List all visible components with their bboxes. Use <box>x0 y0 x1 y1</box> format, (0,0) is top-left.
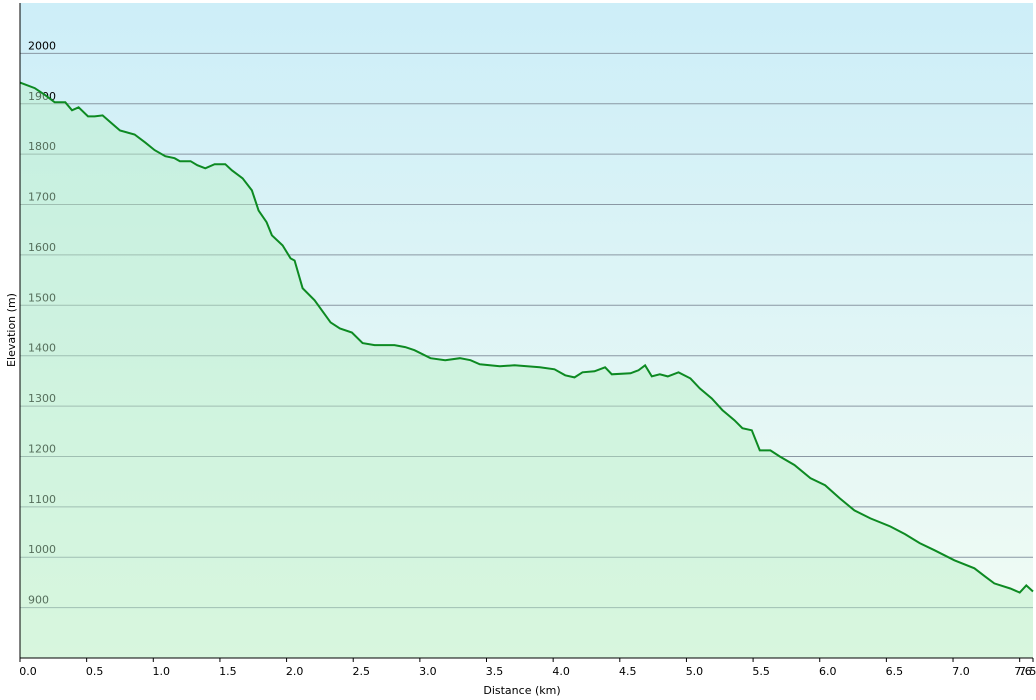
x-tick-label: 0.5 <box>86 665 104 678</box>
y-tick-label: 1900 <box>28 90 56 103</box>
elevation-line <box>19 81 1034 594</box>
x-tick-label: 3.0 <box>419 665 437 678</box>
y-tick-label: 1000 <box>28 543 56 556</box>
y-tick-label: 1300 <box>28 392 56 405</box>
x-tick-label: 2.5 <box>352 665 370 678</box>
x-tick-label: 7.6 <box>1014 665 1032 678</box>
y-tick-label: 1600 <box>28 241 56 254</box>
x-tick-label: 4.0 <box>552 665 570 678</box>
y-axis-label: Elevation (m) <box>5 293 18 367</box>
x-tick-label: 5.5 <box>752 665 770 678</box>
y-tick-label: 1800 <box>28 140 56 153</box>
x-tick-label: 7.5 <box>1019 665 1036 678</box>
x-tick-label: 3.5 <box>486 665 504 678</box>
x-tick-label: 5.0 <box>686 665 704 678</box>
x-tick-label: 4.5 <box>619 665 637 678</box>
x-tick-label: 7.0 <box>952 665 970 678</box>
y-tick-label: 2000 <box>28 39 56 52</box>
x-tick-label: 6.0 <box>819 665 837 678</box>
x-tick-label: 2.0 <box>286 665 304 678</box>
x-tick-label: 1.5 <box>219 665 237 678</box>
y-tick-label: 1500 <box>28 291 56 304</box>
x-tick-label: 6.5 <box>886 665 904 678</box>
y-tick-label: 1400 <box>28 342 56 355</box>
x-tick-label: 1.0 <box>153 665 171 678</box>
plot-background <box>20 3 1033 658</box>
x-tick-label: 0.0 <box>19 665 37 678</box>
y-tick-label: 1200 <box>28 442 56 455</box>
y-tick-label: 1700 <box>28 191 56 204</box>
y-tick-label: 900 <box>28 594 49 607</box>
area-fill <box>20 82 1033 659</box>
x-axis-label: Distance (km) <box>483 684 560 697</box>
y-tick-label: 1100 <box>28 493 56 506</box>
